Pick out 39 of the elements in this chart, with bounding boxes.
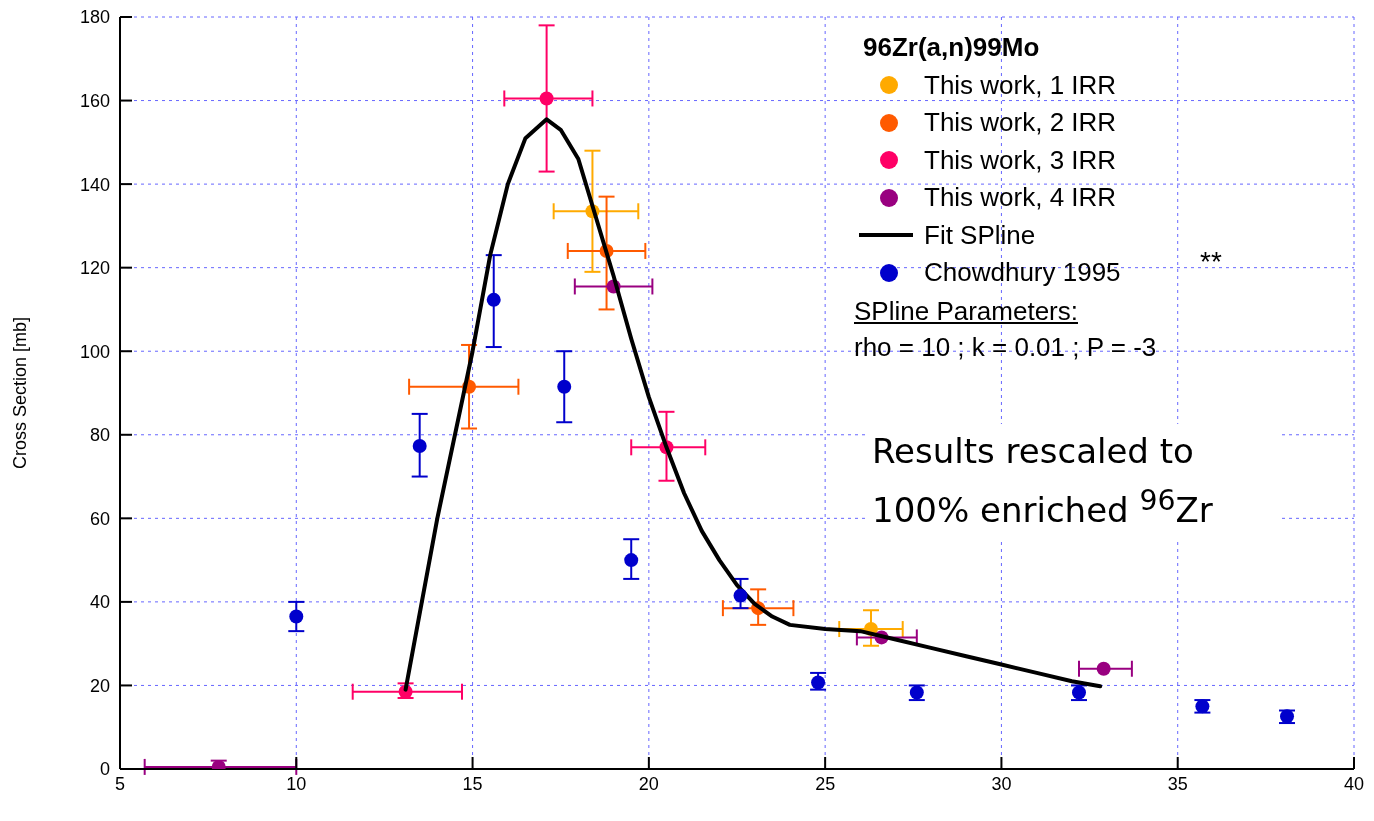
y-tick-label: 180 [79,7,110,28]
x-tick-label: 20 [638,773,659,794]
y-tick-label: 140 [79,174,110,195]
legend-label: This work, 3 IRR [924,143,1117,177]
x-tick-label: 25 [815,773,836,794]
annotation: SPline Parameters: [854,296,1078,327]
x-tick-label: 15 [462,773,483,794]
point [289,609,304,624]
y-tick-label: 160 [79,90,110,111]
legend-label: Fit SPline [924,218,1036,252]
legend-label: This work, 2 IRR [924,106,1117,139]
x-tick-label: 40 [1343,773,1365,794]
y-tick-label: 0 [99,759,110,780]
y-axis-title: Cross Section [mb] [10,316,31,470]
point [412,439,427,454]
y-tick-label: 120 [79,258,110,279]
annotation: ** [1200,246,1222,278]
y-tick-label: 80 [89,425,110,446]
point [1096,661,1111,676]
point [624,553,639,568]
point [811,675,826,690]
point [486,292,501,307]
x-tick-label: 10 [286,773,307,794]
legend-label: Chowdhury 1995 [924,256,1121,289]
legend-title: 96Zr(a,n)99Mo [862,31,1041,64]
y-tick-label: 100 [79,341,110,362]
x-tick-label: 35 [1167,773,1188,794]
x-tick-label: 5 [114,773,126,794]
y-tick-label: 60 [89,508,110,529]
legend-label: This work, 1 IRR [924,68,1117,102]
legend-label: This work, 4 IRR [924,181,1117,214]
y-tick-label: 40 [89,592,110,613]
y-tick-label: 20 [89,675,110,696]
annotation: Results rescaled to 100% enriched $^{96}$Zr [866,424,1278,539]
x-tick-label: 30 [991,773,1012,794]
point [539,91,554,106]
point [733,588,748,603]
annotation: rho = 10 ; k = 0.01 ; P = -3 [854,332,1157,363]
point [557,379,572,394]
